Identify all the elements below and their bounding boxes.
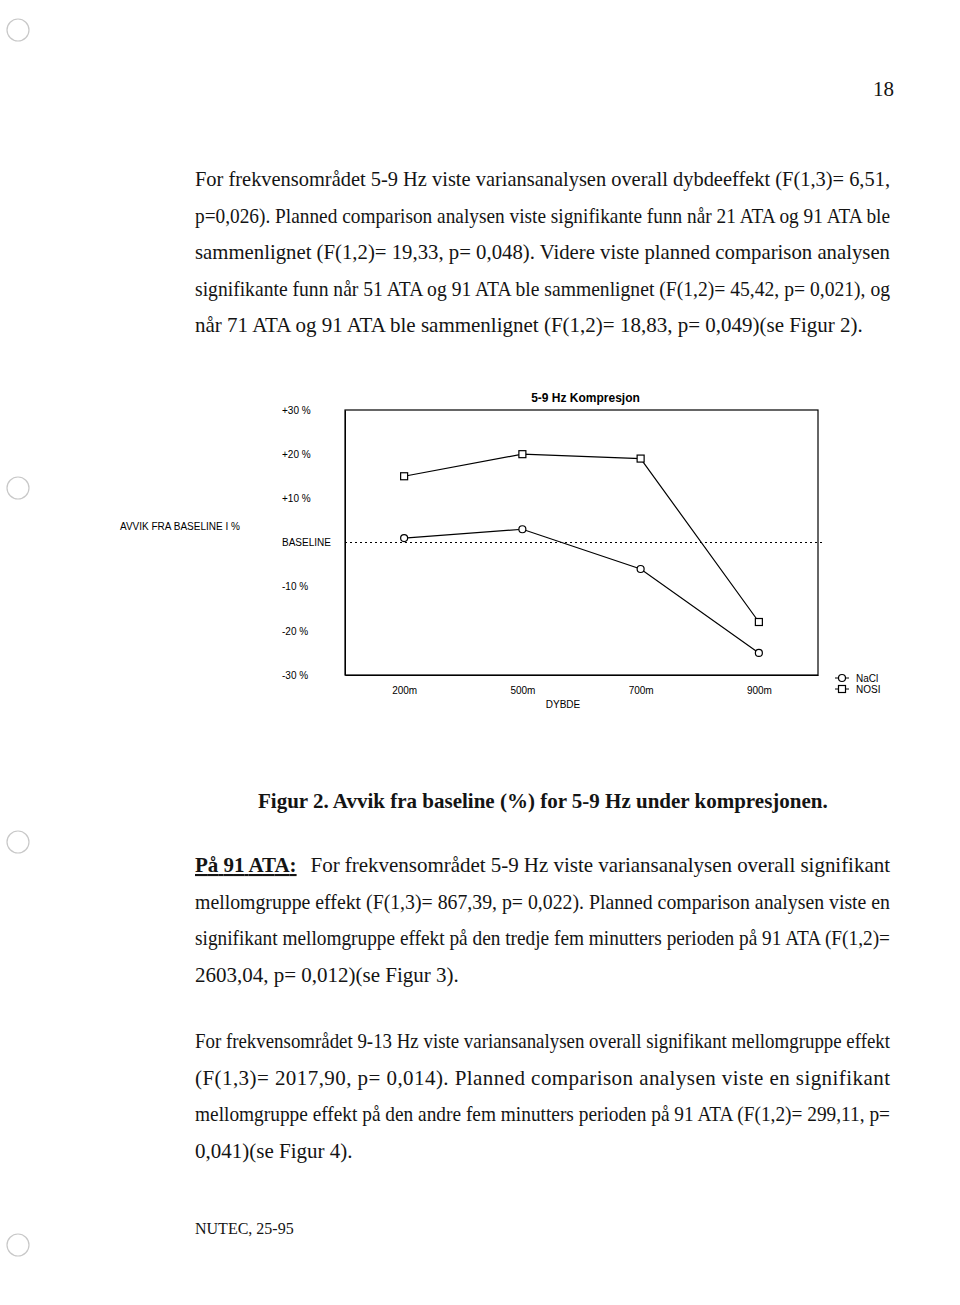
x-axis: 200m 500m 700m 900m [346,675,819,696]
plot-marks [401,451,763,657]
punch-hole [7,1234,29,1256]
x-tick-label: 200m [392,685,417,696]
data-point [519,451,526,458]
caption: Figur 2. Avvik fra baseline (%) for 5-9 … [258,789,828,813]
text-line: signifikant mellomgruppe effekt på den t… [195,926,890,950]
text-line: For frekvensområdet 5-9 Hz viste varians… [195,167,890,191]
legend: NaClNOSI [835,673,880,695]
chart-title: 5-9 Hz Kompresjon [531,391,640,405]
x-tick: 700m [629,675,654,696]
legend-symbol [839,675,846,682]
x-axis-title: DYBDE [546,699,581,710]
y-tick: BASELINE [282,537,345,548]
chart: -30 % -20 % -10 % BASELINE +10 % +20 % +30 % 20… [120,391,880,710]
text-line: mellomgruppe effekt (F(1,3)= 867,39, p= … [195,890,890,914]
data-point [519,526,526,533]
data-point [755,649,762,656]
punch-hole [7,477,29,499]
text-line: 2603,04, p= 0,012)(se Figur 3). [195,963,459,987]
data-point [401,535,408,542]
heading: På 91 ATA: [195,853,297,877]
footer: NUTEC, 25-95 [195,1220,294,1237]
text-line: p=0,026). Planned comparison analysen vi… [195,204,890,228]
y-tick: -20 % [282,626,345,637]
text-line: På 91 ATA: For frekvensområdet 5-9 Hz vis… [195,853,890,877]
data-point [755,619,762,626]
text-line: mellomgruppe effekt på den andre fem min… [195,1102,890,1126]
y-tick: +20 % [282,449,345,460]
x-tick-label: 700m [629,685,654,696]
legend-symbol [839,686,846,693]
y-tick-label: +30 % [282,405,311,416]
x-axis-line [346,675,819,676]
series-line [404,454,759,622]
baseline-line [345,542,822,543]
x-tick-label: 900m [747,685,772,696]
text-line: 0,041)(se Figur 4). [195,1139,352,1163]
text-line: For frekvensområdet 9-13 Hz viste varian… [195,1029,890,1053]
x-tick: 200m [392,675,417,696]
y-tick-label: BASELINE [282,537,331,548]
x-tick-label: 500m [510,685,535,696]
legend-label: NaCl [856,673,878,684]
x-tick: 500m [510,675,535,696]
data-point [401,473,408,480]
x-tick: 900m [747,675,772,696]
text-line: (F(1,3)= 2017,90, p= 0,014). Planned com… [195,1066,890,1090]
y-tick: -30 % [282,670,345,681]
y-tick-label: +10 % [282,493,311,504]
legend-label: NOSI [856,684,880,695]
text-line: sammenlignet (F(1,2)= 19,33, p= 0,048). … [195,240,890,264]
data-point [637,566,644,573]
page-number: 18 [873,77,894,101]
y-tick-label: -30 % [282,670,308,681]
y-tick-label: -10 % [282,581,308,592]
data-point [637,455,644,462]
text-line: når 71 ATA og 91 ATA ble sammenlignet (F… [195,313,863,337]
y-tick-label: -20 % [282,626,308,637]
y-tick: +10 % [282,493,345,504]
y-axis-title: AVVIK FRA BASELINE I % [120,521,240,532]
punch-hole [7,831,29,853]
page: 18 For frekvensområdet 5-9 Hz viste varia… [0,0,960,1305]
text-line: signifikante funn når 51 ATA og 91 ATA b… [195,277,890,301]
y-tick: -10 % [282,581,345,592]
y-tick: +30 % [282,405,345,416]
y-axis-line [345,411,346,676]
y-axis: -30 % -20 % -10 % BASELINE +10 % +20 % +30 % [282,405,346,681]
text-run: For frekvensområdet 5-9 Hz viste varians… [311,853,891,877]
punch-hole [7,19,29,41]
y-tick-label: +20 % [282,449,311,460]
